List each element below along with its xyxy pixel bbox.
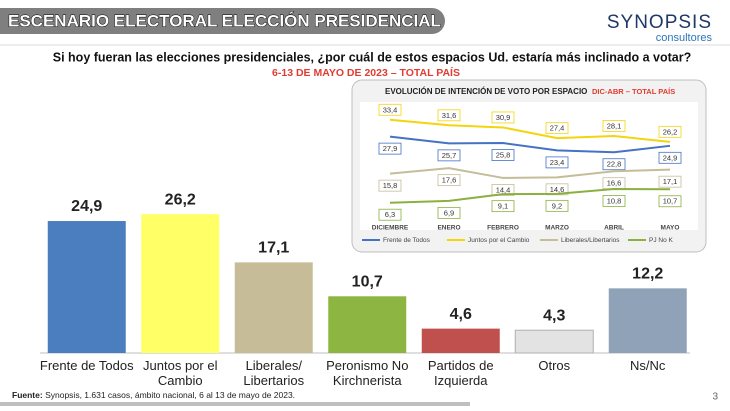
legend-label: PJ No K: [649, 237, 674, 244]
value-label: 9,1: [498, 202, 508, 211]
series-line: [389, 167, 671, 179]
bar-value-label: 10,7: [352, 274, 383, 291]
value-label-box: [658, 195, 682, 208]
value-label-box: [491, 149, 515, 161]
x-tick-label: MARZO: [545, 225, 569, 232]
category-label: Ns/Nc: [630, 358, 666, 373]
value-label: 30,9: [496, 113, 511, 122]
value-label: 31,6: [442, 111, 457, 120]
bar: [47, 221, 126, 353]
value-label-box: [491, 111, 515, 124]
category-label: Frente de Todos: [39, 358, 134, 373]
value-label: 25,7: [442, 151, 457, 160]
value-label: 10,8: [607, 196, 622, 205]
header-band: [0, 8, 445, 34]
value-label: 24,9: [663, 153, 678, 162]
inset-plot: [360, 102, 698, 230]
bar-value-label: 24,9: [71, 198, 102, 215]
value-label: 25,8: [496, 151, 511, 160]
bar-value-label: 4,3: [543, 307, 565, 324]
value-label: 14,6: [550, 185, 565, 194]
bar: [608, 288, 687, 353]
bar-value-label: 17,1: [258, 240, 289, 257]
value-label: 6,9: [444, 208, 454, 217]
value-label-box: [658, 151, 682, 164]
value-label: 26,2: [663, 127, 678, 136]
value-label-box: [378, 103, 402, 116]
legend-label: Liberales/Libertarios: [561, 237, 620, 244]
category-label: Partidos de Izquierda: [427, 358, 494, 388]
footer: Fuente: Synopsis, 1.631 casos, ámbito na…: [12, 390, 295, 400]
bar-value-label: 26,2: [165, 191, 196, 208]
bar-value-label: 4,6: [450, 306, 472, 323]
value-label: 16,6: [607, 179, 622, 188]
value-label: 28,1: [607, 121, 622, 130]
series-line: [389, 118, 671, 143]
footer-text: Synopsis, 1.631 casos, ámbito nacional, …: [45, 390, 295, 400]
inset-title: EVOLUCIÓN DE INTENCIÓN DE VOTO POR ESPAC…: [385, 87, 587, 96]
legend-label: Frente de Todos: [383, 237, 431, 244]
value-label-box: [602, 120, 626, 132]
value-label: 17,6: [442, 176, 457, 185]
value-label-box: [602, 195, 626, 207]
bar: [421, 328, 500, 353]
value-label-box: [378, 142, 402, 155]
category-label: Otros: [538, 358, 571, 373]
value-label-box: [658, 175, 682, 188]
value-label-box: [437, 149, 461, 162]
category-label: Juntos por el Cambio: [143, 358, 218, 388]
value-label-box: [437, 174, 461, 187]
value-label: 22,8: [607, 160, 622, 169]
value-label: 10,7: [663, 197, 678, 206]
value-label: 33,4: [383, 105, 398, 114]
value-label-box: [378, 179, 402, 192]
subtitle: 6-13 DE MAYO DE 2023 – TOTAL PAÍS: [272, 66, 460, 79]
value-label: 27,9: [383, 144, 398, 153]
footer-band: [0, 402, 470, 406]
bar: [328, 296, 407, 353]
category-label: Peronismo No Kirchnerista: [326, 358, 409, 388]
value-label-box: [491, 184, 515, 196]
value-label: 14,4: [496, 185, 511, 194]
bar: [141, 214, 220, 353]
value-label: 17,1: [663, 177, 678, 186]
bar: [514, 329, 594, 354]
value-label-box: [658, 125, 682, 138]
x-tick-label: ABRIL: [604, 225, 624, 232]
question: Si hoy fueran las elecciones presidencia…: [53, 50, 691, 64]
value-label-box: [491, 200, 515, 213]
category-label: Liberales/ Libertarios: [243, 358, 305, 388]
bar: [234, 262, 313, 353]
value-label: 9,2: [552, 201, 562, 210]
legend-label: Juntos por el Cambio: [468, 237, 530, 244]
x-tick-label: DICIEMBRE: [372, 225, 409, 232]
x-tick-label: FEBRERO: [487, 225, 519, 232]
series-line: [389, 187, 671, 204]
x-tick-label: ENERO: [437, 225, 460, 232]
value-label-box: [545, 156, 569, 169]
inset-subtitle: DIC-ABR – TOTAL PAÍS: [592, 87, 675, 96]
bar-value-label: 12,2: [632, 266, 663, 283]
value-label: 27,4: [550, 124, 565, 133]
x-tick-label: MAYO: [661, 225, 680, 232]
value-label-box: [602, 158, 626, 171]
value-label-box: [545, 122, 569, 135]
footer-label: Fuente:: [12, 390, 43, 400]
value-label: 6,3: [385, 210, 395, 219]
logo-name: SYNOPSIS: [607, 12, 712, 33]
value-label-box: [378, 208, 402, 221]
page-number: 3: [712, 392, 718, 403]
header-title: ESCENARIO ELECTORAL ELECCIÓN PRESIDENCIA…: [8, 11, 441, 30]
series-line: [389, 135, 671, 154]
value-label-box: [545, 199, 569, 212]
value-label: 15,8: [383, 181, 398, 190]
value-label: 23,4: [550, 158, 565, 167]
value-label-box: [437, 109, 461, 122]
value-label-box: [437, 206, 461, 219]
logo-tagline: consultores: [656, 32, 713, 44]
